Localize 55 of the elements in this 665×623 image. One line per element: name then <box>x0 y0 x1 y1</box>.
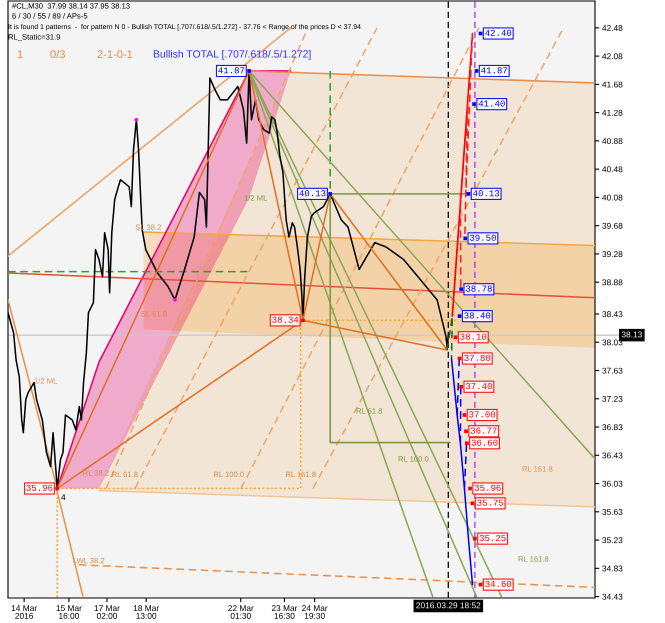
data-label: 40.13 <box>299 190 326 196</box>
x-tick-label: 24 Mar 19:30 <box>302 605 328 619</box>
data-label: 39.50 <box>470 234 496 241</box>
y-tick-label: 34.43 <box>602 594 622 600</box>
data-label: 37.40 <box>466 383 492 390</box>
data-label: 35.96 <box>26 484 52 491</box>
y-tick-label: 40.88 <box>602 138 622 144</box>
x-tick-label: 17 Mar 02:00 <box>94 605 120 619</box>
annotation: 0/3 <box>50 50 65 58</box>
y-tick-label: 36.43 <box>602 452 622 458</box>
y-tick-label: 37.63 <box>602 368 622 374</box>
ref-line-label: 2016.03.29 18:52 <box>416 602 480 608</box>
y-tick-label: 38.03 <box>602 339 622 346</box>
annotation: 2-1-0-1 <box>98 50 132 58</box>
annotation: 1 <box>18 50 23 58</box>
y-tick-label: 39.28 <box>602 251 622 258</box>
y-tick-label: 42.08 <box>602 53 622 60</box>
y-tick-label: 40.08 <box>602 194 622 201</box>
data-label: 35.96 <box>474 484 501 491</box>
annotation: 4 <box>61 494 66 500</box>
data-label: 36.77 <box>470 428 497 434</box>
y-tick-label: 37.23 <box>602 396 622 402</box>
x-tick-label: 18 Mar 13:00 <box>134 605 159 619</box>
data-label: 36.60 <box>472 440 498 446</box>
y-tick-label: 40.48 <box>602 166 622 172</box>
y-tick-label: 36.83 <box>602 424 622 430</box>
data-label: 38.10 <box>460 334 486 340</box>
y-tick-label: 41.68 <box>602 82 622 88</box>
data-label: 37.80 <box>464 354 490 361</box>
data-label: 38.78 <box>466 286 492 292</box>
x-tick-label: 15 Mar 16:00 <box>56 605 82 619</box>
y-tick-label: 38.88 <box>602 279 622 286</box>
x-tick-label: 23 Mar 16:30 <box>272 605 298 619</box>
y-tick-label: 35.63 <box>602 509 622 515</box>
ref-line-label: 38.13 <box>622 332 642 338</box>
y-tick-label: 34.83 <box>602 566 622 572</box>
y-tick-label: 36.03 <box>602 480 622 487</box>
data-label: 34.60 <box>485 580 512 587</box>
data-label: 42.40 <box>485 30 512 36</box>
x-tick-label: 22 Mar 01:30 <box>228 605 254 619</box>
y-tick-label: 35.23 <box>602 537 622 544</box>
data-label: 35.75 <box>477 500 504 506</box>
data-label: 37.00 <box>469 411 496 418</box>
x-tick-label: 14 Mar 2016 <box>12 605 37 619</box>
data-label: 38.34 <box>272 316 298 323</box>
data-label: 41.40 <box>478 100 505 107</box>
y-tick-label: 38.43 <box>602 311 622 318</box>
y-tick-label: 39.68 <box>602 222 622 229</box>
data-label: 41.87 <box>218 67 244 74</box>
y-tick-label: 42.48 <box>602 25 622 31</box>
data-label: 40.13 <box>473 190 500 196</box>
data-label: 41.87 <box>481 67 508 74</box>
data-label: 38.40 <box>464 312 490 319</box>
data-label: 35.25 <box>480 534 506 542</box>
y-tick-label: 41.28 <box>602 110 622 116</box>
